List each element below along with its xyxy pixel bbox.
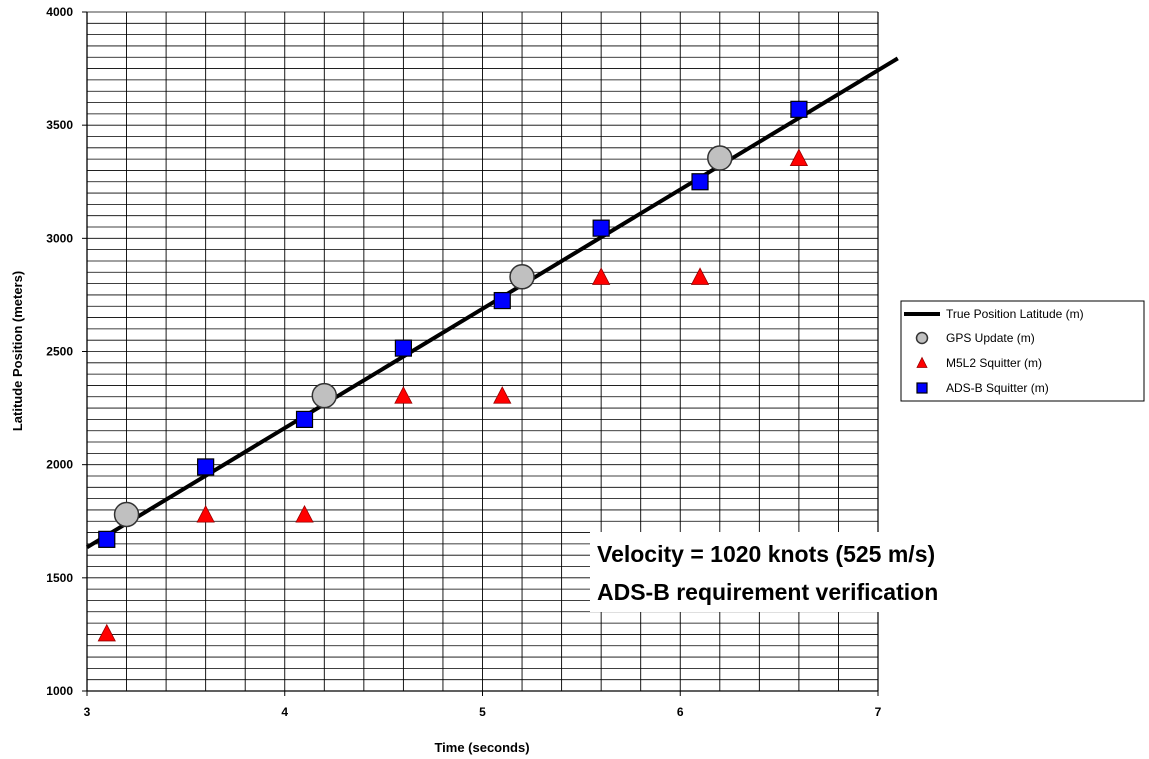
m5l2-squitter-point <box>690 267 710 285</box>
true-position-series <box>85 56 899 549</box>
legend-label: M5L2 Squitter (m) <box>946 356 1042 370</box>
y-tick-label: 1500 <box>46 571 73 585</box>
m5l2-squitter-point <box>493 386 512 404</box>
adsb-squitter-point <box>197 458 215 476</box>
x-axis-title: Time (seconds) <box>434 740 529 755</box>
y-tick-label: 2000 <box>46 458 73 472</box>
y-tick-label: 3000 <box>46 231 73 245</box>
gps-update-series <box>113 145 733 528</box>
y-tick-label: 3500 <box>46 118 73 132</box>
legend-swatch-adsb <box>916 382 928 394</box>
m5l2-squitter-series <box>97 148 809 642</box>
legend-label: ADS-B Squitter (m) <box>946 381 1049 395</box>
annotation-velocity: Velocity = 1020 knots (525 m/s) <box>597 541 935 567</box>
legend-box <box>900 300 1145 402</box>
x-tick-label: 4 <box>281 705 288 719</box>
legend-swatch-gps <box>915 331 929 345</box>
y-tick-label: 4000 <box>46 5 73 19</box>
gps-update-point <box>113 501 140 528</box>
gps-update-point <box>509 264 535 290</box>
m5l2-squitter-point <box>591 267 611 285</box>
legend-swatch-m5l2 <box>916 356 928 368</box>
adsb-squitter-series <box>98 100 808 548</box>
m5l2-squitter-point <box>394 386 413 404</box>
adsb-squitter-point <box>592 219 610 237</box>
legend: True Position Latitude (m) GPS Update (m)… <box>900 300 1145 402</box>
m5l2-squitter-point <box>789 148 809 167</box>
tick-labels: 3 4 5 6 7 1000 1500 2000 2500 3000 3500 4000 <box>46 5 881 719</box>
legend-label: GPS Update (m) <box>946 331 1035 345</box>
annotation-requirement: ADS-B requirement verification <box>597 579 938 605</box>
y-tick-label: 1000 <box>46 684 73 698</box>
adsb-squitter-point <box>691 173 709 191</box>
m5l2-squitter-point <box>295 504 314 523</box>
m5l2-squitter-point <box>196 504 215 523</box>
adsb-squitter-point <box>394 339 412 357</box>
adsb-squitter-point <box>493 291 511 310</box>
gps-update-point <box>311 382 338 409</box>
y-tick-label: 2500 <box>46 345 73 359</box>
m5l2-squitter-point <box>97 623 116 642</box>
data-series <box>85 56 899 642</box>
adsb-squitter-point <box>98 530 116 548</box>
adsb-squitter-point <box>790 100 808 118</box>
gps-update-point <box>707 145 733 171</box>
legend-label: True Position Latitude (m) <box>946 307 1084 321</box>
x-tick-label: 5 <box>479 705 486 719</box>
x-tick-label: 7 <box>875 705 882 719</box>
y-axis-title: Latitude Position (meters) <box>10 271 25 431</box>
x-tick-label: 3 <box>84 705 91 719</box>
x-tick-label: 6 <box>677 705 684 719</box>
true-position-line <box>85 56 899 549</box>
annotation-background <box>590 532 1010 612</box>
adsb-squitter-point <box>295 410 314 428</box>
